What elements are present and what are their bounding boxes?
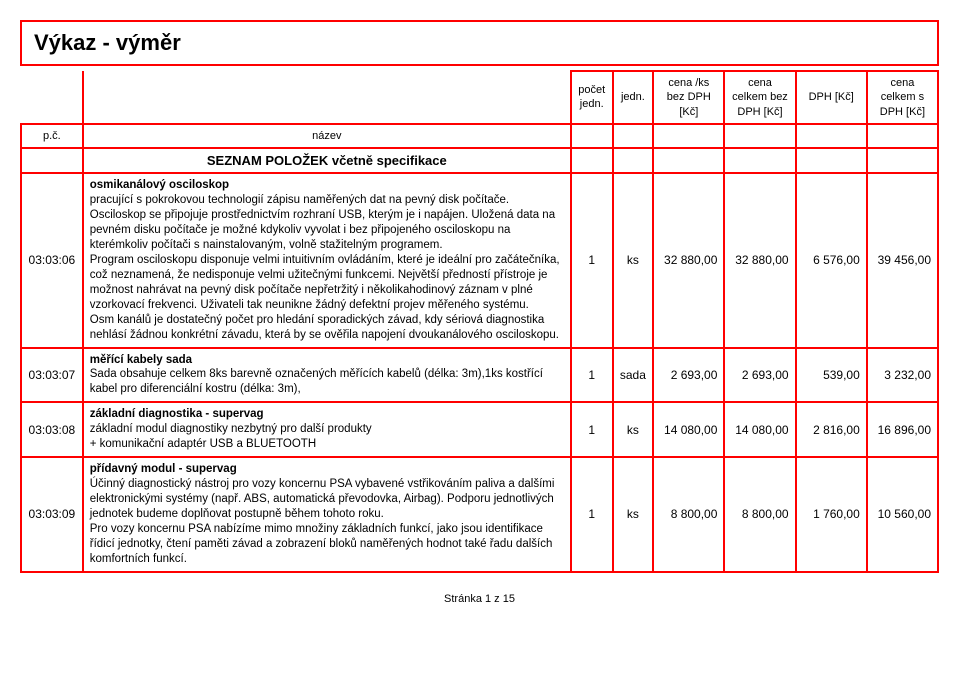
row-vat: 1 760,00 [796, 457, 867, 572]
header-blank-3 [571, 124, 613, 148]
row-heading: osmikanálový osciloskop [90, 179, 229, 191]
header-blank-5 [653, 124, 724, 148]
row-vat: 2 816,00 [796, 402, 867, 457]
table-header: počet jedn. jedn. cena /ks bez DPH [Kč] … [21, 71, 938, 173]
col-qty-header: počet jedn. [571, 71, 613, 124]
row-vat: 6 576,00 [796, 173, 867, 347]
col-unit-header: jedn. [613, 71, 654, 124]
col-vat-header: DPH [Kč] [796, 71, 867, 124]
table-row: 03:03:07měřící kabely sadaSada obsahuje … [21, 348, 938, 403]
col-total-novat-header: cena celkem bez DPH [Kč] [724, 71, 795, 124]
row-unit: ks [613, 457, 654, 572]
header-blank-2 [83, 71, 571, 124]
row-total-novat: 32 880,00 [724, 173, 795, 347]
row-qty: 1 [571, 402, 613, 457]
header-blank-7 [796, 124, 867, 148]
row-pc: 03:03:06 [21, 173, 83, 347]
table-row: 03:03:08základní diagnostika - supervagz… [21, 402, 938, 457]
row-heading: přídavný modul - supervag [90, 463, 237, 475]
table-body: 03:03:06osmikanálový osciloskoppracující… [21, 173, 938, 572]
row-description: přídavný modul - supervagÚčinný diagnost… [83, 457, 571, 572]
row-total-novat: 2 693,00 [724, 348, 795, 403]
row-unit: ks [613, 402, 654, 457]
row-total-novat: 8 800,00 [724, 457, 795, 572]
row-unit: sada [613, 348, 654, 403]
row-pc: 03:03:07 [21, 348, 83, 403]
header-blank-1 [21, 71, 83, 124]
row-description: osmikanálový osciloskoppracující s pokro… [83, 173, 571, 347]
row-price: 2 693,00 [653, 348, 724, 403]
row-qty: 1 [571, 457, 613, 572]
col-price-header: cena /ks bez DPH [Kč] [653, 71, 724, 124]
row-description: základní diagnostika - supervagzákladní … [83, 402, 571, 457]
table-row: 03:03:06osmikanálový osciloskoppracující… [21, 173, 938, 347]
page: Výkaz - výměr počet jedn. jedn. cena /ks… [20, 20, 939, 605]
row-pc: 03:03:09 [21, 457, 83, 572]
page-footer: Stránka 1 z 15 [20, 593, 939, 605]
row-heading: měřící kabely sada [90, 354, 192, 366]
row-qty: 1 [571, 173, 613, 347]
header-blank-4 [613, 124, 654, 148]
row-vat: 539,00 [796, 348, 867, 403]
row-description: měřící kabely sadaSada obsahuje celkem 8… [83, 348, 571, 403]
title-box: Výkaz - výměr [20, 20, 939, 66]
section-title: SEZNAM POLOŽEK včetně specifikace [83, 148, 571, 173]
row-total-vat: 16 896,00 [867, 402, 938, 457]
row-total-novat: 14 080,00 [724, 402, 795, 457]
row-total-vat: 3 232,00 [867, 348, 938, 403]
col-name-header: název [83, 124, 571, 148]
row-total-vat: 39 456,00 [867, 173, 938, 347]
header-blank-8 [867, 124, 938, 148]
row-price: 32 880,00 [653, 173, 724, 347]
section-blank-l [21, 148, 83, 173]
items-table: počet jedn. jedn. cena /ks bez DPH [Kč] … [20, 70, 939, 573]
row-price: 14 080,00 [653, 402, 724, 457]
row-qty: 1 [571, 348, 613, 403]
col-total-vat-header: cena celkem s DPH [Kč] [867, 71, 938, 124]
page-title: Výkaz - výměr [34, 30, 925, 56]
row-total-vat: 10 560,00 [867, 457, 938, 572]
table-row: 03:03:09přídavný modul - supervagÚčinný … [21, 457, 938, 572]
row-unit: ks [613, 173, 654, 347]
row-price: 8 800,00 [653, 457, 724, 572]
row-pc: 03:03:08 [21, 402, 83, 457]
col-pc-header: p.č. [21, 124, 83, 148]
header-blank-6 [724, 124, 795, 148]
row-heading: základní diagnostika - supervag [90, 408, 264, 420]
